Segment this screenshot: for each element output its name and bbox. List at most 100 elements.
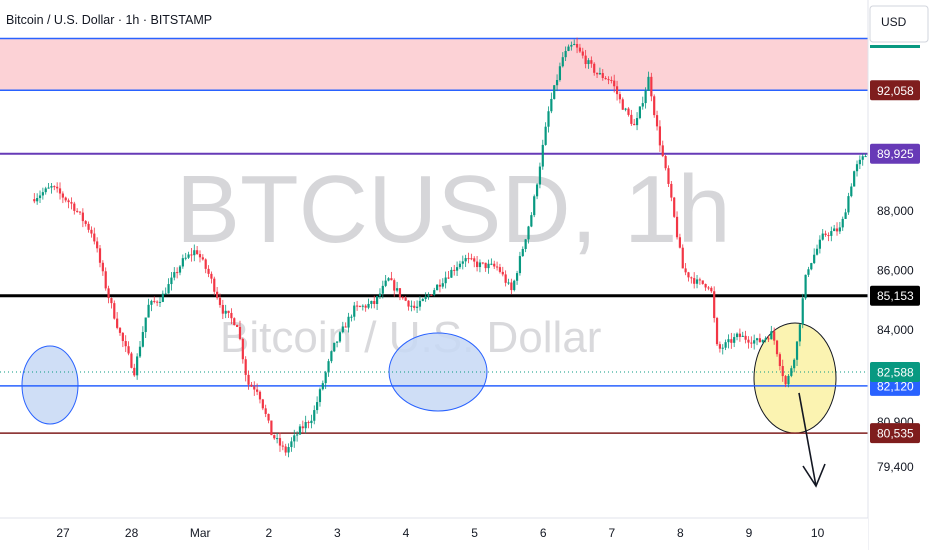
candle-body — [601, 73, 604, 78]
candle-body — [718, 344, 721, 349]
time-axis: 27 28 Mar 2 3 4 5 6 7 8 9 10 — [0, 517, 868, 550]
candle-body — [50, 186, 53, 188]
candle-body — [244, 359, 247, 375]
candle-body — [173, 272, 176, 278]
candle-body — [730, 339, 733, 343]
candle-body — [721, 347, 724, 349]
candle-body — [310, 420, 313, 424]
candle-body — [87, 223, 90, 230]
candle-body — [150, 300, 153, 305]
time-axis-background — [0, 518, 868, 550]
candle-body — [810, 263, 813, 270]
x-tick-label: 5 — [471, 526, 478, 540]
candle-body — [790, 368, 793, 376]
candle-body — [38, 195, 42, 199]
candle-body — [107, 288, 110, 299]
candle-body — [190, 254, 193, 256]
currency-selector-box[interactable] — [869, 5, 929, 43]
candle-body — [450, 269, 453, 278]
candle-body — [96, 241, 99, 249]
candle-body — [824, 233, 827, 236]
candle-body — [393, 280, 396, 291]
candle-body — [70, 202, 73, 204]
level-tag-label: 82,120 — [877, 379, 914, 393]
candle-body — [615, 86, 619, 95]
candle-body — [407, 300, 410, 307]
candle-body — [264, 408, 267, 414]
candle-body — [458, 263, 462, 268]
candle-body — [358, 306, 362, 308]
candle-body — [693, 278, 696, 284]
candle-body — [473, 258, 476, 262]
candle-body — [370, 300, 373, 304]
candle-body — [153, 300, 156, 302]
candle-body — [467, 258, 470, 260]
candle-body — [798, 324, 801, 342]
candle-body — [704, 283, 707, 288]
candle-body — [316, 402, 319, 411]
currency-selector[interactable]: USD — [869, 5, 929, 43]
candle-body — [147, 304, 150, 318]
y-tick-label: 84,000 — [877, 323, 914, 337]
candle-body — [835, 228, 839, 232]
candle-body — [547, 111, 550, 127]
candle-body — [281, 445, 284, 447]
candle-body — [613, 80, 616, 87]
candle-body — [401, 297, 404, 299]
candle-body — [738, 333, 741, 337]
candle-body — [290, 441, 293, 448]
candle-body — [56, 186, 59, 189]
candle-body — [444, 277, 447, 284]
candle-body — [395, 288, 399, 291]
candle-body — [196, 250, 199, 255]
candle-body — [336, 341, 339, 343]
candle-body — [827, 235, 830, 237]
candle-body — [487, 263, 490, 269]
candle-body — [118, 327, 122, 333]
candle-body — [221, 304, 224, 314]
x-tick-label: 7 — [608, 526, 615, 540]
candle-body — [773, 331, 776, 341]
candle-body — [684, 268, 687, 273]
candle-body — [853, 171, 856, 187]
highlight-ellipses — [21, 322, 837, 434]
candle-body — [584, 55, 587, 65]
candle-body — [104, 271, 107, 289]
candle-body — [807, 269, 810, 275]
candle-body — [381, 285, 384, 294]
candle-body — [533, 196, 536, 216]
candle-body — [855, 164, 859, 172]
candle-body — [58, 188, 62, 194]
candle-body — [495, 266, 499, 268]
candle-body — [324, 372, 327, 384]
candle-body — [478, 262, 482, 268]
candle-body — [453, 269, 456, 271]
level-tag — [870, 143, 920, 164]
down-arrow-annotation — [798, 392, 826, 488]
candle-body — [658, 126, 662, 146]
candle-body — [284, 446, 287, 453]
candle-body — [644, 90, 647, 104]
candle-body — [501, 271, 504, 275]
candle-body — [276, 438, 279, 440]
candle-body — [427, 294, 430, 297]
candle-body — [544, 126, 547, 145]
candle-body — [78, 211, 82, 213]
candle-body — [713, 291, 716, 319]
candle-body — [513, 280, 516, 291]
candle-body — [390, 278, 393, 281]
candle-body — [475, 261, 479, 268]
candle-body — [553, 85, 556, 99]
candle-body — [124, 341, 127, 347]
candle-body — [784, 376, 787, 385]
candle-body — [461, 261, 464, 264]
candle-body — [510, 282, 513, 291]
candle-body — [76, 210, 79, 212]
candle-body — [313, 410, 316, 421]
candle-body — [330, 351, 333, 362]
candle-body — [715, 318, 719, 345]
candle-body — [116, 318, 119, 328]
candle-body — [364, 305, 367, 308]
candle-body — [293, 435, 296, 442]
